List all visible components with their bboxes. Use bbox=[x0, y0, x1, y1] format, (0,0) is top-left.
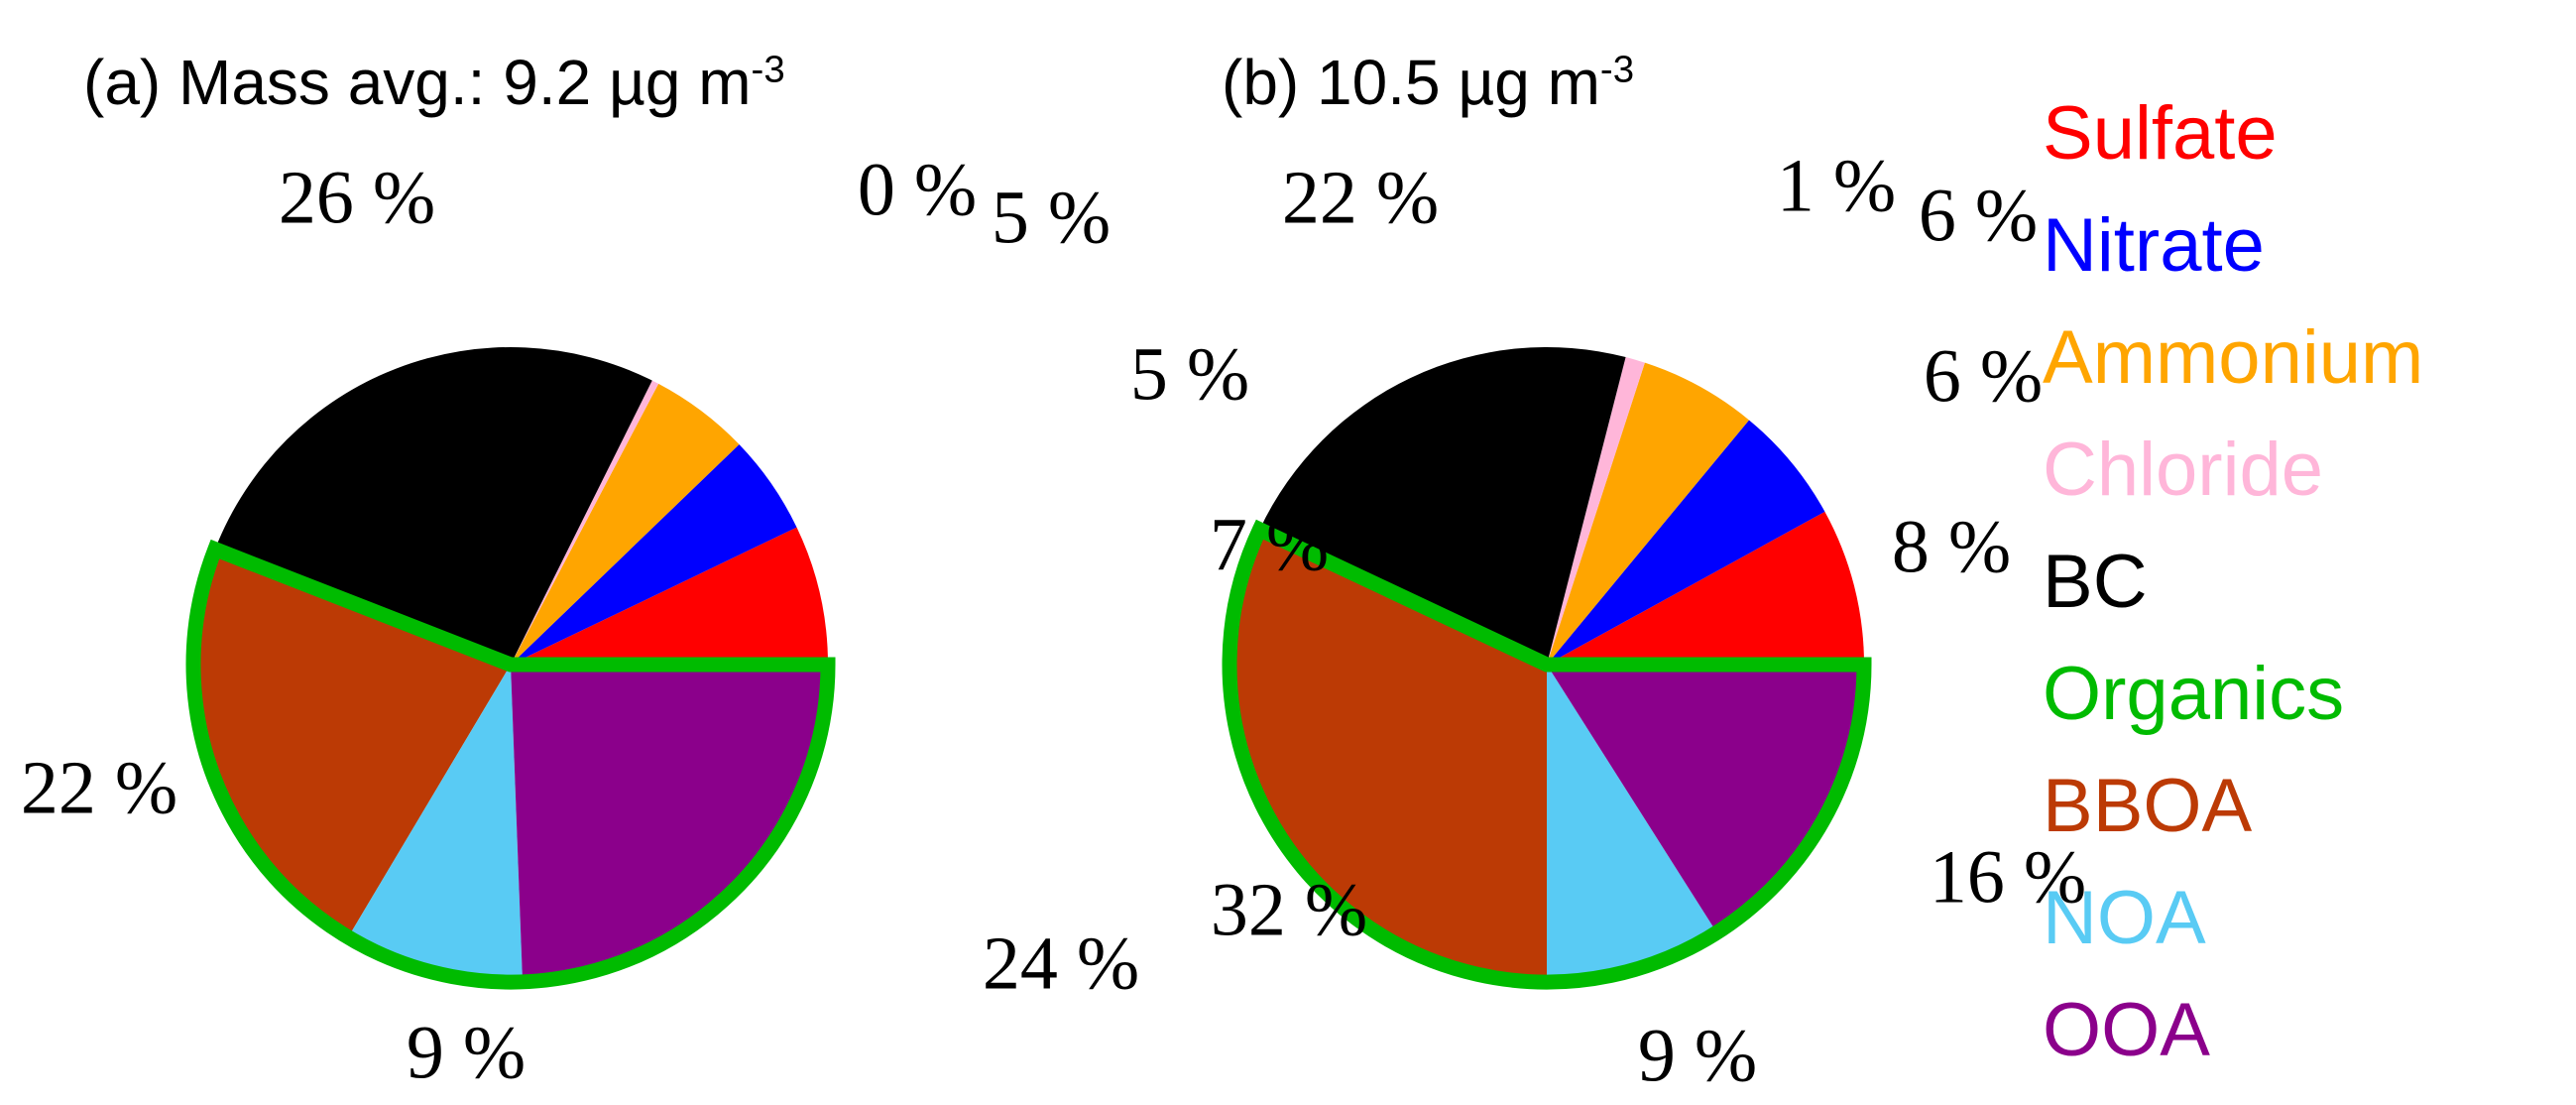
pie-b-slice-ammonium bbox=[1547, 362, 1749, 665]
legend-item-ooa: OOA bbox=[2043, 988, 2210, 1072]
pie-a-slice-ammonium bbox=[511, 383, 740, 665]
legend-item-bc: BC bbox=[2043, 540, 2148, 624]
chart-a-title-text: (a) Mass avg.: 9.2 µg m bbox=[83, 47, 752, 118]
pie-b-slice-bc bbox=[1259, 346, 1626, 665]
pie-b-slice-noa bbox=[1547, 665, 1717, 982]
chart-b-title-text: (b) 10.5 µg m bbox=[1222, 47, 1600, 118]
pie-a-slice-bboa bbox=[192, 549, 511, 937]
chart-b-title: (b) 10.5 µg m-3 bbox=[1222, 46, 1634, 119]
legend: Sulfate Nitrate Ammonium Chloride BC Organics… bbox=[2043, 77, 2423, 1086]
pie-b-organics-outline bbox=[1222, 519, 1872, 990]
chart-a-title-superscript: -3 bbox=[751, 48, 785, 91]
pie-a-slice-chloride bbox=[511, 380, 659, 665]
pie-a-slice-noa bbox=[348, 665, 524, 982]
legend-item-sulfate: Sulfate bbox=[2043, 91, 2278, 176]
pie-b-slice-chloride bbox=[1547, 357, 1645, 665]
legend-item-noa: NOA bbox=[2043, 876, 2206, 960]
pie-a-slice-sulfate bbox=[511, 527, 828, 665]
pie-a-slice-ooa bbox=[511, 665, 828, 982]
legend-item-nitrate: Nitrate bbox=[2043, 203, 2265, 288]
chart-b-title-superscript: -3 bbox=[1599, 48, 1635, 91]
legend-item-chloride: Chloride bbox=[2043, 428, 2324, 512]
legend-item-ammonium: Ammonium bbox=[2043, 315, 2424, 400]
legend-item-organics: Organics bbox=[2043, 652, 2345, 736]
chart-a-title: (a) Mass avg.: 9.2 µg m-3 bbox=[83, 46, 785, 119]
pie-a-organics-outline bbox=[185, 539, 836, 990]
pie-b-slice-nitrate bbox=[1547, 420, 1825, 665]
legend-item-bboa: BBOA bbox=[2043, 764, 2253, 848]
pie-a-slice-nitrate bbox=[511, 444, 797, 665]
pie-b-slice-sulfate bbox=[1547, 511, 1865, 665]
